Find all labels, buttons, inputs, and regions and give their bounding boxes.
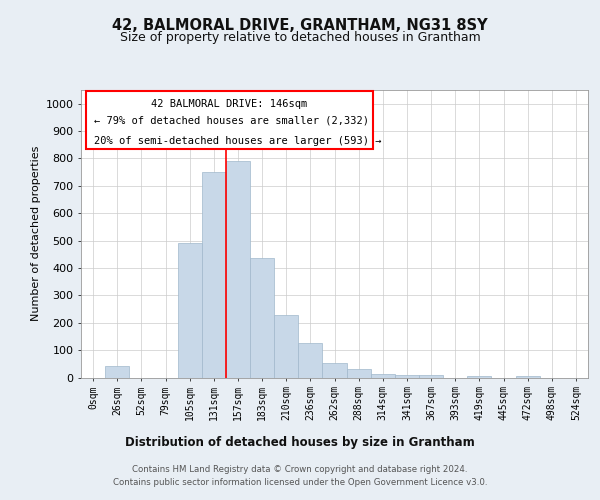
Bar <box>322 364 347 378</box>
Text: Size of property relative to detached houses in Grantham: Size of property relative to detached ho… <box>119 31 481 44</box>
Bar <box>226 161 250 378</box>
Text: 42 BALMORAL DRIVE: 146sqm: 42 BALMORAL DRIVE: 146sqm <box>151 98 307 108</box>
Bar <box>86 92 373 149</box>
Bar <box>202 172 226 378</box>
Bar <box>250 258 274 378</box>
Text: 42, BALMORAL DRIVE, GRANTHAM, NG31 8SY: 42, BALMORAL DRIVE, GRANTHAM, NG31 8SY <box>112 18 488 32</box>
Bar <box>298 344 322 378</box>
Bar <box>105 366 129 378</box>
Bar <box>395 376 419 378</box>
Bar <box>515 376 540 378</box>
Bar <box>419 376 443 378</box>
Bar <box>347 370 371 378</box>
Bar <box>467 376 491 378</box>
Bar <box>178 244 202 378</box>
Text: 20% of semi-detached houses are larger (593) →: 20% of semi-detached houses are larger (… <box>94 136 381 146</box>
Y-axis label: Number of detached properties: Number of detached properties <box>31 146 41 322</box>
Bar <box>371 374 395 378</box>
Text: ← 79% of detached houses are smaller (2,332): ← 79% of detached houses are smaller (2,… <box>94 116 368 126</box>
Text: Distribution of detached houses by size in Grantham: Distribution of detached houses by size … <box>125 436 475 449</box>
Bar <box>274 314 298 378</box>
Text: Contains HM Land Registry data © Crown copyright and database right 2024.
Contai: Contains HM Land Registry data © Crown c… <box>113 465 487 487</box>
